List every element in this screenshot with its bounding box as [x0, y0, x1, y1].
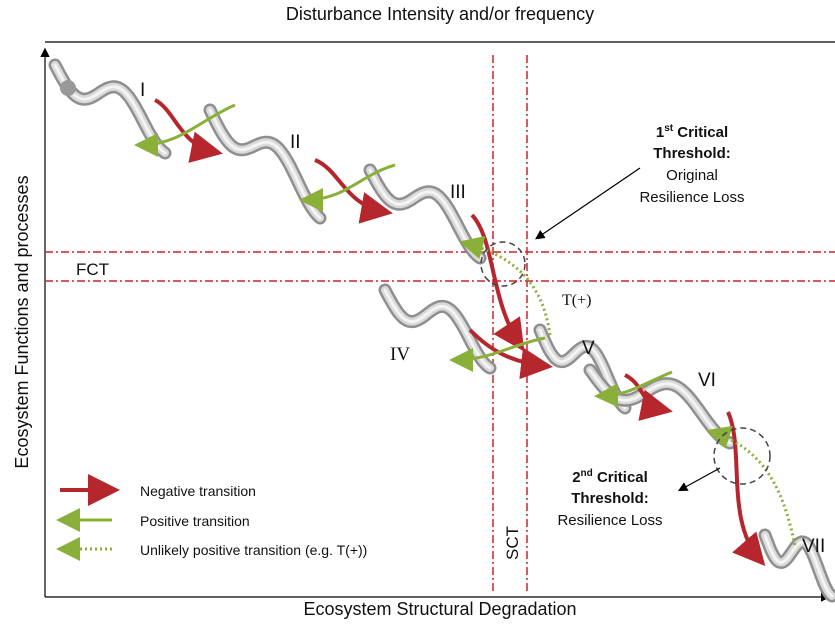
stage-label: II [290, 132, 301, 153]
ribbon [763, 533, 834, 598]
stage-label: VI [698, 370, 716, 391]
title: Disturbance Intensity and/or frequency [286, 4, 594, 24]
annotation-heading: 1st Critical [656, 123, 728, 141]
stage-label: IV [390, 344, 410, 365]
annotation: 2nd Critical Threshold: Resilience Loss [557, 468, 662, 529]
annotation-line: Original [666, 167, 718, 184]
fct-label: FCT [76, 260, 109, 279]
annotation-heading: Threshold: [653, 145, 731, 162]
ribbon [383, 288, 492, 370]
transition-label: T(+) [562, 292, 591, 309]
annotation-line: Resilience Loss [639, 189, 744, 206]
stage-label: I [140, 80, 145, 101]
transitions [134, 98, 797, 567]
annotation: 1st Critical Threshold: Original Resilie… [639, 123, 744, 206]
suffix: nd [581, 468, 593, 479]
ordinal: 1 [656, 124, 664, 141]
frame [40, 41, 835, 602]
sct-label: SCT [503, 526, 522, 560]
annotation-line: Resilience Loss [557, 512, 662, 529]
threshold-circles [480, 241, 771, 485]
threshold-lines [45, 55, 835, 592]
ribbon [48, 58, 172, 160]
pointers [535, 167, 721, 492]
stage-label: III [450, 182, 466, 203]
ball [60, 80, 76, 96]
stage-label: V [582, 338, 595, 359]
heading: Critical [677, 124, 728, 141]
legend-label: Negative transition [140, 483, 256, 499]
ribbon [53, 63, 167, 155]
y-axis-label: Ecosystem Functions and processes [12, 175, 32, 468]
suffix: st [664, 123, 674, 134]
annotation-heading: Threshold: [571, 490, 649, 507]
stage-label: VII [802, 536, 825, 557]
ordinal: 2 [572, 469, 580, 486]
x-axis-label: Ecosystem Structural Degradation [303, 599, 576, 619]
annotation-heading: 2nd Critical [572, 468, 648, 486]
legend-label: Positive transition [140, 513, 250, 529]
legend-label: Unlikely positive transition (e.g. T(+)) [140, 542, 367, 558]
legend [56, 474, 120, 561]
heading: Critical [597, 469, 648, 486]
ribbon [206, 106, 324, 222]
